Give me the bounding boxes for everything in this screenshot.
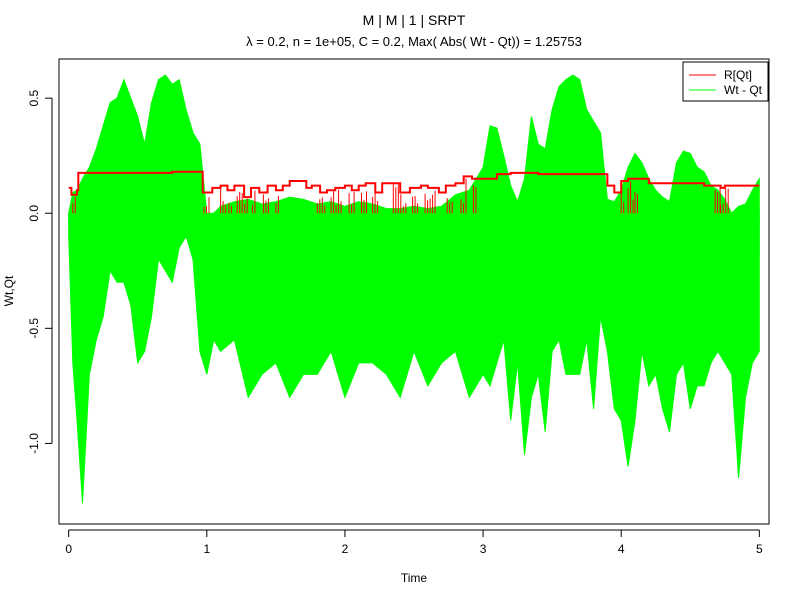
r-qt-spike-group: [424, 190, 436, 214]
x-tick-label: 1: [203, 542, 210, 556]
r-qt-spike-group: [361, 191, 367, 214]
series-wt-qt-line: [68, 78, 760, 488]
r-qt-spike-group: [220, 186, 227, 214]
x-axis: 0 1 2 3 4 5: [65, 529, 763, 556]
r-qt-spike-group: [316, 197, 326, 214]
r-qt-spike-group: [392, 184, 407, 214]
y-tick-label: 0.0: [27, 205, 41, 222]
chart-subtitle: λ = 0.2, n = 1e+05, C = 0.2, Max( Abs( W…: [246, 34, 582, 49]
y-axis-label: Wt,Qt: [2, 275, 16, 306]
legend-label-r-qt: R[Qt]: [724, 68, 752, 82]
r-qt-spike-group: [203, 197, 210, 214]
legend-label-wt-qt: Wt - Qt: [724, 83, 763, 97]
r-qt-spike-group: [620, 184, 625, 214]
r-qt-spike-group: [720, 188, 729, 214]
y-tick-label: 0.5: [27, 89, 41, 106]
r-qt-spike-group: [460, 178, 467, 214]
r-qt-spike-group: [72, 196, 76, 214]
r-qt-spike-group: [251, 190, 256, 214]
r-qt-spike-group: [330, 189, 342, 214]
legend: R[Qt]Wt - Qt: [682, 61, 769, 102]
r-qt-spike-group: [634, 192, 638, 214]
y-tick-label: -0.5: [27, 318, 41, 339]
x-tick-label: 5: [756, 542, 763, 556]
x-axis-label: Time: [401, 571, 428, 585]
x-tick-label: 4: [618, 542, 625, 556]
x-tick-label: 2: [342, 542, 349, 556]
plot-series: [68, 74, 760, 504]
r-qt-spike-group: [236, 191, 248, 214]
legend-box: [682, 61, 769, 102]
x-tick-label: 0: [65, 542, 72, 556]
r-qt-spike-group: [627, 181, 634, 214]
y-axis: -1.0 -0.5 0.0 0.5: [27, 89, 53, 454]
r-qt-spike-group: [262, 194, 269, 214]
r-qt-spike-group: [412, 196, 419, 214]
r-qt-spike-group: [228, 202, 232, 214]
series-r-qt-spikes: [72, 178, 729, 214]
r-qt-spike-group: [446, 198, 453, 214]
chart-title: M | M | 1 | SRPT: [363, 12, 466, 28]
y-tick-label: -1.0: [27, 433, 41, 454]
series-r-qt-step: [68, 170, 760, 199]
r-qt-spike-group: [348, 191, 355, 214]
r-qt-spike-group: [472, 185, 477, 214]
r-qt-spike-group: [275, 196, 279, 214]
r-qt-spike-group: [372, 193, 379, 214]
r-qt-spike-group: [714, 186, 721, 214]
plot-frame: [58, 58, 770, 525]
x-tick-label: 3: [480, 542, 487, 556]
